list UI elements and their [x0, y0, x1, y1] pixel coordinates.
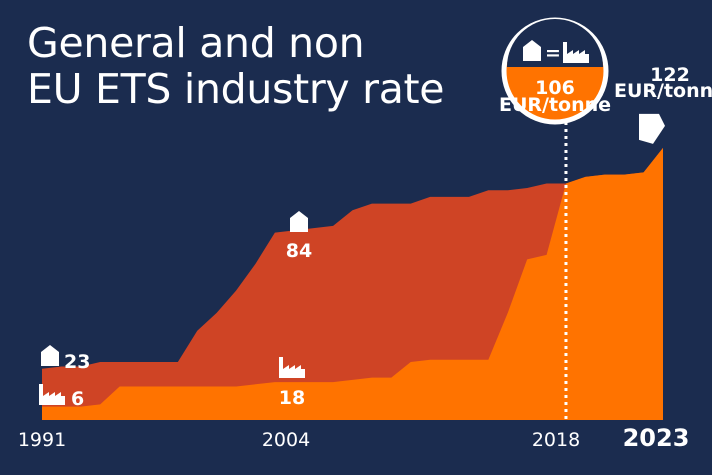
annotation-layer: 2368418=106EUR/tonne122EUR/tonne19912004…: [18, 17, 712, 452]
house-icon: [41, 345, 59, 366]
chart-title-line-2: EU ETS industry rate: [27, 65, 445, 113]
plot-area: [42, 147, 663, 420]
x-tick-2018: 2018: [532, 429, 580, 451]
chart-title: General and non EU ETS industry rate: [27, 19, 445, 113]
end-value: 122: [650, 64, 690, 86]
x-tick-2023: 2023: [623, 424, 690, 452]
end-marker-arrow-tag-icon: [639, 113, 665, 144]
data-label-general-1991: 23: [64, 351, 90, 373]
data-label-general-2004: 84: [286, 240, 312, 262]
badge-value: 106: [535, 77, 575, 99]
x-tick-2004: 2004: [262, 429, 310, 451]
house-icon: [290, 211, 308, 232]
badge-unit: EUR/tonne: [499, 94, 611, 116]
chart-title-line-1: General and non: [27, 19, 365, 67]
data-label-ets-1991: 6: [71, 388, 84, 410]
x-tick-1991: 1991: [18, 429, 66, 451]
data-label-ets-2004: 18: [279, 387, 305, 409]
end-unit: EUR/tonne: [614, 80, 712, 102]
equals-sign: =: [545, 42, 561, 64]
series-ets-area: [42, 147, 663, 420]
